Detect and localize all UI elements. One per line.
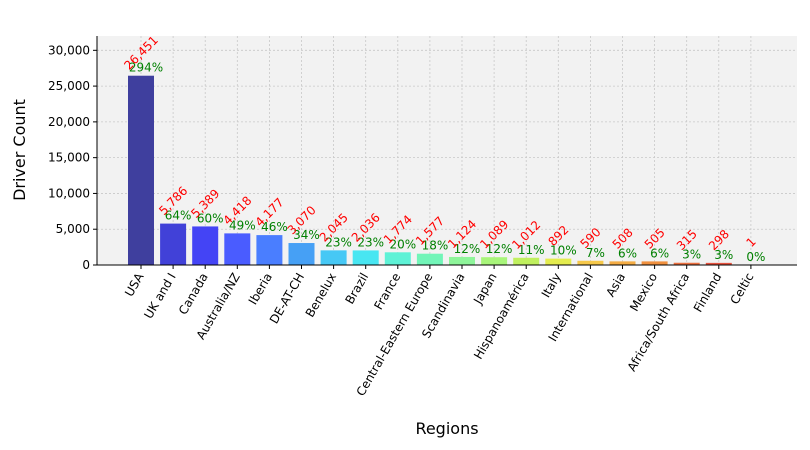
bar xyxy=(513,257,540,265)
x-tick-label: USA xyxy=(122,270,147,299)
percent-label: 11% xyxy=(518,243,545,257)
y-tick-label: 25,000 xyxy=(48,79,90,93)
percent-label: 294% xyxy=(129,61,163,75)
bar xyxy=(481,257,508,265)
bars xyxy=(128,75,764,266)
percent-label: 64% xyxy=(165,209,192,223)
y-tick-label: 20,000 xyxy=(48,115,90,129)
percent-label: 6% xyxy=(618,246,637,260)
x-tick-label: Japan xyxy=(470,270,499,307)
x-tick-label: Finland xyxy=(691,271,725,315)
x-tick-label: Benelux xyxy=(303,271,339,320)
bar xyxy=(449,256,475,265)
x-tick-label: Africa/South Africa xyxy=(625,271,693,374)
x-tick-label: UK and I xyxy=(141,271,178,322)
percent-label: 7% xyxy=(586,246,605,260)
y-tick-label: 30,000 xyxy=(48,43,90,57)
bar xyxy=(192,226,219,265)
percent-label: 46% xyxy=(261,220,288,234)
percent-label: 3% xyxy=(682,248,701,262)
percent-label: 60% xyxy=(197,211,224,225)
bar xyxy=(224,233,251,265)
y-ticks: 0 5,000 10,000 15,000 20,000 25,000 30,000 xyxy=(48,43,97,272)
bar xyxy=(545,258,572,265)
bar xyxy=(384,252,411,265)
x-tick-label: Italy xyxy=(539,271,564,301)
percent-label: 23% xyxy=(325,235,352,249)
y-axis-title: Driver Count xyxy=(10,99,29,201)
bar xyxy=(641,261,668,265)
bar xyxy=(352,250,379,265)
bar xyxy=(288,243,315,265)
percent-label: 3% xyxy=(714,248,733,262)
x-axis-title: Regions xyxy=(415,419,478,438)
percent-label: 49% xyxy=(229,218,256,232)
percent-label: 18% xyxy=(422,239,449,253)
axes xyxy=(96,36,797,266)
bar xyxy=(128,75,154,266)
percent-label: 12% xyxy=(454,242,481,256)
bar xyxy=(416,253,443,265)
percent-label: 0% xyxy=(746,250,765,264)
bar xyxy=(320,250,347,265)
bar xyxy=(577,260,604,265)
y-tick-label: 5,000 xyxy=(56,222,90,236)
percent-label: 34% xyxy=(293,228,320,242)
percent-label: 6% xyxy=(650,246,669,260)
percent-label: 12% xyxy=(486,242,513,256)
y-tick-label: 0 xyxy=(82,258,90,272)
x-tick-label: Canada xyxy=(176,271,211,318)
y-tick-label: 10,000 xyxy=(48,186,90,200)
x-tick-label: Brazil xyxy=(342,271,371,307)
x-tick-label: Celtic xyxy=(728,271,757,307)
bar xyxy=(609,261,636,265)
x-tick-label: France xyxy=(371,271,403,313)
percent-label: 23% xyxy=(357,235,384,249)
bar xyxy=(673,262,700,265)
x-tick-label: Iberia xyxy=(246,271,275,308)
x-tick-label: Mexico xyxy=(627,271,660,314)
percent-label: 20% xyxy=(389,237,416,251)
x-tick-label: Asia xyxy=(603,271,628,300)
bar xyxy=(160,223,187,265)
bar xyxy=(256,235,283,265)
percent-label: 10% xyxy=(550,244,577,258)
bar xyxy=(705,262,732,265)
y-tick-label: 15,000 xyxy=(48,151,90,165)
